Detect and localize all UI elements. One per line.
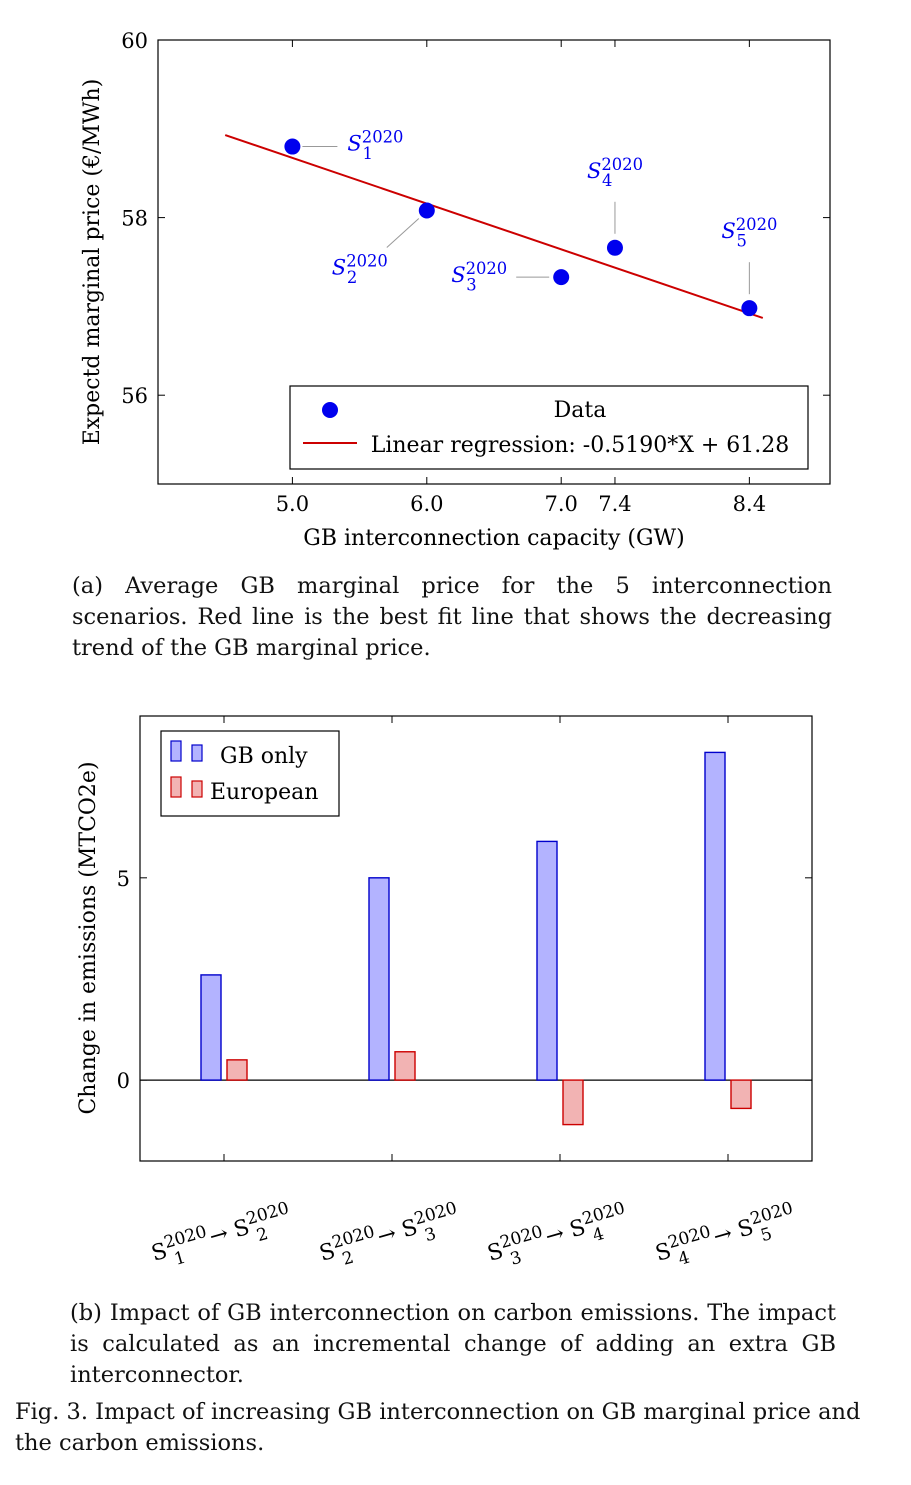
figure-caption: Fig. 3. Impact of increasing GB intercon…	[15, 1399, 861, 1456]
legend-marker-european	[191, 780, 203, 798]
data-point	[418, 202, 435, 219]
x-tick-label: 7.0	[544, 492, 577, 516]
caption-b: (b) Impact of GB interconnection on carb…	[70, 1300, 836, 1388]
point-label: S2020 5	[721, 215, 777, 250]
bar	[394, 1051, 416, 1081]
bar	[226, 1059, 248, 1081]
plot-frame	[139, 715, 813, 1162]
legend-box	[289, 385, 809, 470]
legend-label-european: European	[210, 780, 318, 805]
plot-frame	[157, 39, 831, 485]
legend-marker-data	[322, 402, 338, 418]
bar	[536, 840, 558, 1081]
legend-marker-gb-only	[170, 740, 182, 762]
y-axis-label: Change in emissions (MTCO2e)	[76, 761, 101, 1114]
point-label-leader	[386, 218, 420, 248]
category-label: S20203 → S20204	[483, 1198, 632, 1275]
legend-marker-european	[170, 776, 182, 798]
point-label: S2020 2	[332, 252, 388, 287]
category-label-text: S20201 → S20202	[147, 1198, 296, 1275]
y-tick-label: 58	[121, 207, 148, 231]
price-chart: 5.0 6.0 7.0 7.4 8.4 56 58 60 S2020 1 S2020 2 S2020 3…	[80, 29, 831, 551]
bar	[562, 1079, 584, 1126]
y-axis-label: Expectd marginal price (€/MWh)	[80, 79, 105, 446]
x-tick-label: 5.0	[276, 492, 309, 516]
category-label: S20202 → S20203	[315, 1198, 464, 1275]
legend-label-data: Data	[554, 398, 607, 423]
category-label: S20201 → S20202	[147, 1198, 296, 1275]
y-tick-label: 5	[117, 867, 130, 891]
category-label-text: S20203 → S20204	[483, 1198, 632, 1275]
x-tick-label: 6.0	[410, 492, 443, 516]
regression-line	[224, 134, 764, 319]
data-point	[553, 269, 570, 286]
y-tick-label: 56	[121, 384, 148, 408]
legend-label-regression: Linear regression: -0.5190*X + 61.28	[371, 433, 790, 458]
category-label-text: S20204 → S20205	[651, 1198, 800, 1275]
data-point	[741, 300, 758, 317]
bar	[704, 751, 726, 1081]
y-tick-label: 0	[117, 1069, 130, 1093]
x-tick-label: 7.4	[598, 492, 631, 516]
caption-a: (a) Average GB marginal price for the 5 …	[72, 573, 832, 661]
bar	[368, 877, 390, 1081]
legend: Data Linear regression: -0.5190*X + 61.2…	[289, 385, 809, 470]
legend: GB only European	[160, 730, 340, 817]
bar	[200, 974, 222, 1081]
category-label-text: S20202 → S20203	[315, 1198, 464, 1275]
bar	[730, 1079, 752, 1110]
y-tick-label: 60	[121, 29, 148, 53]
legend-label-gb-only: GB only	[220, 744, 308, 769]
legend-box	[160, 730, 340, 817]
legend-marker-gb-only	[191, 744, 203, 762]
point-label: S2020 3	[451, 259, 507, 294]
point-label: S2020 1	[347, 128, 403, 163]
data-point	[606, 239, 623, 256]
data-point	[284, 138, 301, 155]
point-label: S2020 4	[587, 155, 643, 190]
x-tick-label: 8.4	[733, 492, 766, 516]
category-label: S20204 → S20205	[651, 1198, 800, 1275]
x-axis-label: GB interconnection capacity (GW)	[303, 526, 684, 551]
